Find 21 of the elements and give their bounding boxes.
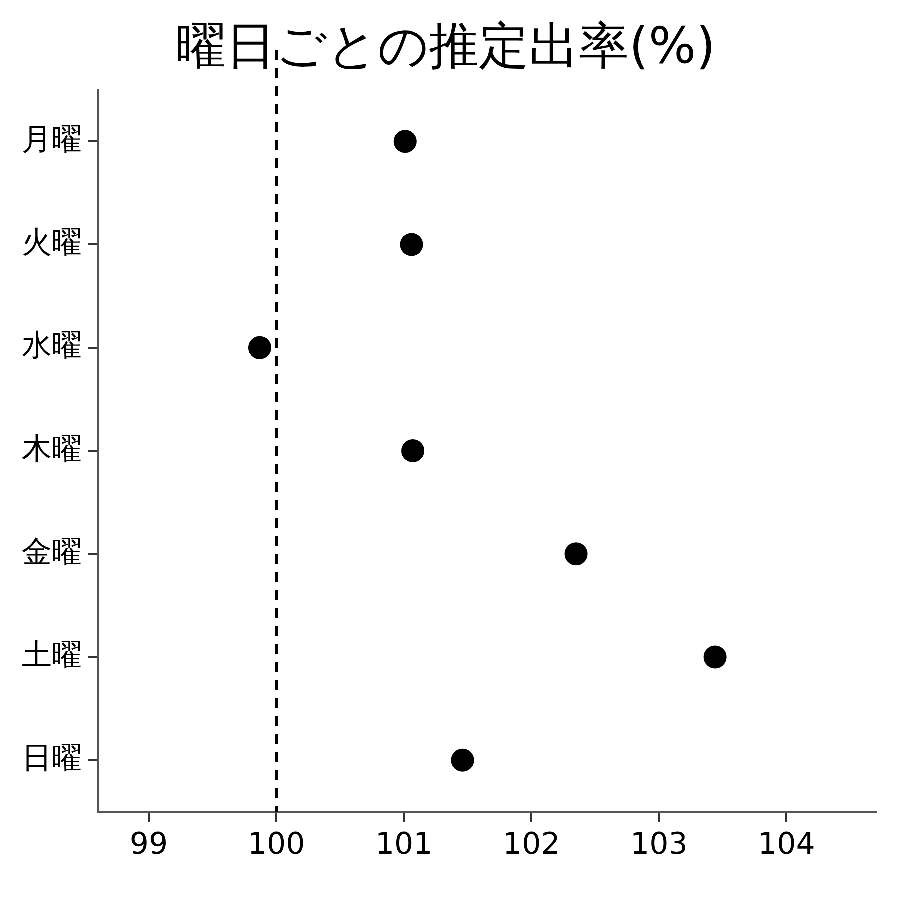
y-tick-label: 金曜 bbox=[22, 534, 82, 570]
y-tick-label: 日曜 bbox=[22, 741, 82, 776]
y-tick-label: 土曜 bbox=[22, 638, 82, 674]
point bbox=[704, 646, 727, 669]
x-tick-label: 102 bbox=[503, 826, 560, 862]
x-tick-label: 99 bbox=[130, 826, 168, 862]
chart-title: 曜日ごとの推定出率(%) bbox=[176, 16, 716, 75]
y-tick-label: 月曜 bbox=[22, 122, 82, 158]
point bbox=[400, 233, 424, 256]
point bbox=[394, 130, 417, 154]
point bbox=[451, 748, 474, 772]
y-tick-label: 木曜 bbox=[22, 432, 82, 467]
x-tick-label: 100 bbox=[248, 826, 306, 862]
point bbox=[402, 440, 425, 462]
x-tick-label: 104 bbox=[758, 826, 816, 862]
y-tick-label: 水曜 bbox=[22, 328, 82, 364]
x-tick-label: 101 bbox=[375, 826, 433, 862]
y-tick-label: 火曜 bbox=[22, 226, 82, 261]
point bbox=[248, 336, 272, 360]
x-tick-label: 103 bbox=[630, 826, 688, 862]
point bbox=[564, 542, 588, 566]
